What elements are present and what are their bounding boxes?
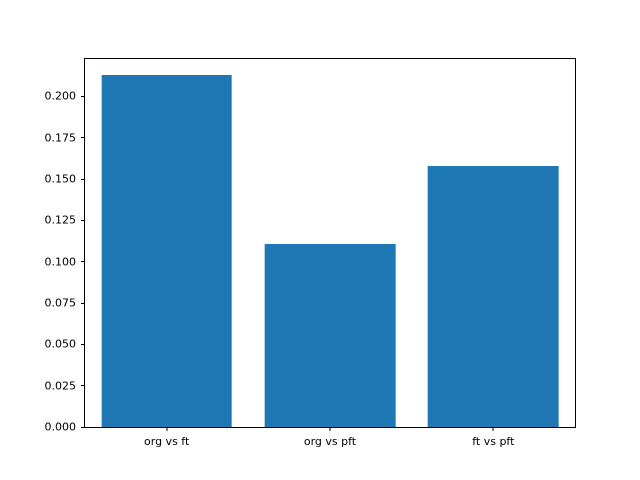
y-tick-mark <box>81 302 85 304</box>
y-tick-label: 0.000 <box>44 420 77 434</box>
bar-ft-vs-pft <box>428 165 559 427</box>
y-tick-label: 0.125 <box>44 213 77 227</box>
plot-area: 0.000 0.025 0.050 0.075 0.100 0.125 0.150 0.175… <box>45 58 576 448</box>
x-tick-mark <box>329 427 331 431</box>
y-tick-mark <box>81 385 85 387</box>
y-tick-mark <box>81 95 85 97</box>
y-tick-mark <box>81 343 85 345</box>
x-tick-label: org vs ft <box>144 435 190 448</box>
y-tick-mark <box>81 261 85 263</box>
y-tick-label: 0.150 <box>44 172 77 186</box>
bar-org-vs-pft <box>264 243 396 427</box>
y-tick-label: 0.075 <box>44 296 77 310</box>
y-tick-label: 0.100 <box>44 255 77 269</box>
y-tick-mark <box>81 178 85 180</box>
x-tick-mark <box>492 427 494 431</box>
y-tick-mark <box>81 137 85 139</box>
y-tick-mark <box>81 219 85 221</box>
y-tick-label: 0.200 <box>44 89 77 103</box>
y-tick-mark <box>81 426 85 428</box>
y-tick-label: 0.050 <box>44 337 77 351</box>
y-tick-label: 0.025 <box>44 379 77 393</box>
x-tick-label: org vs pft <box>303 435 357 448</box>
bar-org-vs-ft <box>101 74 232 427</box>
y-tick-label: 0.175 <box>44 131 77 145</box>
x-tick-mark <box>166 427 168 431</box>
x-tick-label: ft vs pft <box>472 435 515 448</box>
